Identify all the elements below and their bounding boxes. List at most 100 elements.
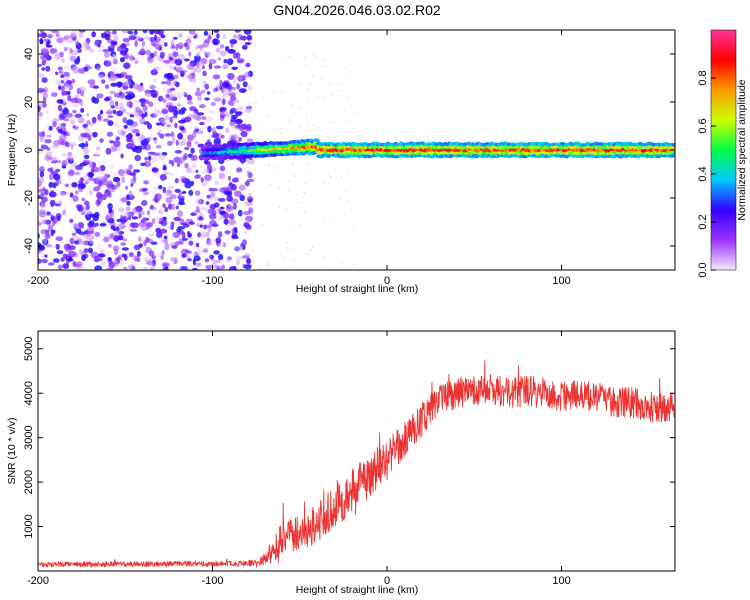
spectrogram-cell bbox=[184, 116, 192, 123]
spectrogram-cell bbox=[222, 34, 227, 39]
x-tick-label: 100 bbox=[552, 575, 570, 587]
spectrogram-cell bbox=[171, 137, 176, 144]
spectrogram-cell bbox=[83, 154, 90, 159]
spectrogram-cell bbox=[194, 128, 200, 132]
spectrogram-cell bbox=[71, 182, 78, 188]
spectrogram-cell bbox=[109, 233, 115, 240]
spectrogram-cell bbox=[43, 50, 50, 56]
spectrogram-cell bbox=[164, 133, 172, 137]
spectrogram-cell bbox=[190, 147, 195, 154]
spectrogram-cell bbox=[49, 167, 54, 172]
spectrogram-cell bbox=[235, 177, 239, 182]
spectrogram-cell bbox=[310, 118, 314, 121]
spectrogram-cell bbox=[182, 237, 188, 241]
spectrogram-cell bbox=[109, 163, 116, 170]
spectrogram-cell bbox=[128, 55, 135, 61]
spectrogram-cell bbox=[107, 120, 114, 126]
spectrogram-cell bbox=[176, 103, 182, 107]
spectrogram-cell bbox=[321, 65, 325, 68]
spectrogram-cell bbox=[227, 48, 236, 54]
spectrogram-cell bbox=[314, 138, 320, 143]
spectrogram-cell bbox=[250, 207, 253, 209]
spectrogram-cell bbox=[203, 224, 208, 230]
spectrogram-cell bbox=[196, 63, 200, 68]
spectrogram-cell bbox=[206, 237, 211, 245]
spectrogram-cell bbox=[314, 55, 318, 58]
spectrogram-cell bbox=[197, 130, 204, 135]
y-tick-label: -40 bbox=[23, 238, 35, 254]
spectrogram-cell bbox=[125, 81, 130, 87]
spectrogram-cell bbox=[146, 30, 150, 34]
spectrogram-cell bbox=[244, 107, 252, 113]
spectrogram-cell bbox=[221, 88, 230, 96]
spectrogram-cell bbox=[225, 205, 234, 212]
spectrogram-cell bbox=[112, 109, 117, 115]
spectrogram-cell bbox=[126, 200, 131, 206]
spectrogram-cell bbox=[61, 91, 69, 96]
spectrogram-cell bbox=[68, 155, 75, 161]
spectrogram-cell bbox=[144, 111, 148, 118]
spectrogram-cell bbox=[340, 261, 343, 264]
spectrogram-cell bbox=[91, 116, 97, 124]
spectrogram-cell bbox=[153, 138, 157, 145]
spectrogram-cell bbox=[103, 118, 110, 122]
spectrogram-cell bbox=[161, 152, 168, 156]
spectrogram-cell bbox=[196, 60, 204, 68]
spectrogram-cell bbox=[57, 123, 62, 129]
spectrogram-cell bbox=[119, 57, 125, 63]
spectrogram-cell bbox=[342, 67, 346, 70]
spectrogram-cell bbox=[78, 187, 84, 193]
spectrogram-cell bbox=[266, 261, 270, 264]
spectrogram-cell bbox=[99, 223, 107, 227]
spectrogram-cell bbox=[72, 66, 80, 74]
spectrogram-cell bbox=[161, 109, 169, 115]
spectrogram-cell bbox=[259, 121, 262, 124]
spectrogram-cell bbox=[103, 236, 110, 243]
spectrogram-cell bbox=[58, 113, 64, 121]
spectrogram-cell bbox=[165, 189, 173, 196]
spectrogram-cell bbox=[72, 66, 79, 73]
spectrogram-cell bbox=[39, 209, 46, 215]
spectrogram-cell bbox=[55, 179, 62, 185]
spectrogram-cell bbox=[282, 56, 285, 59]
spectrogram-cell bbox=[279, 253, 282, 256]
spectrogram-cell bbox=[201, 170, 209, 174]
spectrogram-cell bbox=[91, 96, 96, 103]
spectrogram-cell bbox=[194, 190, 201, 197]
spectrogram-cell bbox=[55, 32, 60, 38]
spectrogram-cell bbox=[243, 211, 251, 216]
spectrogram-cell bbox=[199, 216, 203, 220]
spectrogram-cell bbox=[311, 75, 315, 78]
spectrogram-cell bbox=[123, 80, 132, 87]
spectrogram-cell bbox=[139, 117, 146, 125]
spectrogram-cell bbox=[63, 87, 68, 93]
spectrogram-cell bbox=[41, 258, 48, 264]
spectrogram-cell bbox=[205, 240, 213, 246]
spectrogram-cell bbox=[167, 189, 172, 195]
spectrogram-cell bbox=[206, 139, 211, 146]
spectrogram-cell bbox=[312, 53, 316, 56]
spectrogram-cell bbox=[124, 94, 133, 101]
spectrogram-cell bbox=[59, 191, 66, 198]
spectrogram-cell bbox=[114, 122, 120, 129]
spectrogram-cell bbox=[48, 213, 54, 218]
spectrogram-cell bbox=[63, 118, 70, 122]
spectrogram-cell bbox=[273, 166, 276, 169]
spectrogram-cell bbox=[216, 33, 220, 39]
spectrogram-cell bbox=[188, 30, 196, 35]
spectrogram-cell bbox=[151, 255, 156, 260]
spectrogram-cell bbox=[178, 53, 186, 61]
spectrogram-cell bbox=[133, 244, 141, 251]
spectrogram-cell bbox=[120, 71, 128, 78]
spectrogram-cell bbox=[232, 99, 237, 104]
spectrogram-cell bbox=[60, 190, 67, 196]
spectrogram-cell bbox=[188, 221, 195, 225]
spectrogram-cell bbox=[110, 51, 117, 58]
spectrogram-cell bbox=[205, 264, 212, 270]
spectrogram-cell bbox=[131, 129, 140, 134]
spectrogram-cell bbox=[97, 257, 103, 262]
spectrogram-cell bbox=[148, 101, 154, 107]
spectrogram-cell bbox=[154, 152, 161, 156]
spectrogram-cell bbox=[118, 92, 126, 99]
spectrogram-cell bbox=[104, 97, 110, 102]
